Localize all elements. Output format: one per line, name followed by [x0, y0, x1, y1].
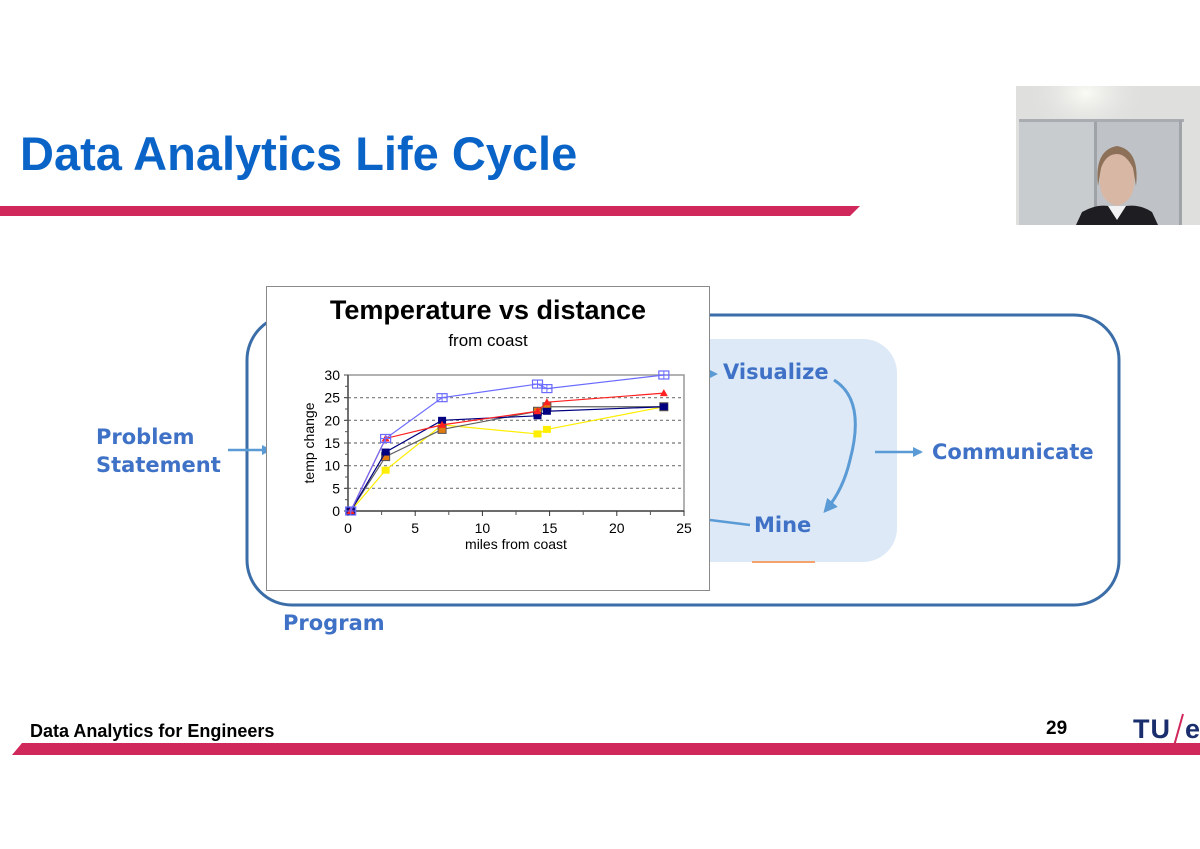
- problem-statement-label: Problem Statement: [96, 425, 221, 478]
- presenter-video-frame: [1016, 86, 1200, 225]
- x-tick-label: 15: [542, 520, 558, 536]
- page-number: 29: [1046, 718, 1068, 739]
- y-tick-label: 20: [324, 412, 340, 428]
- chart-title: Temperature vs distance: [329, 295, 647, 325]
- x-tick-label: 20: [609, 520, 625, 536]
- mine-label: Mine: [754, 513, 812, 537]
- series-blue-open-square: [345, 370, 670, 516]
- chart-subtitle: from coast: [448, 331, 528, 350]
- temperature-chart: Temperature vs distance from coast 0 5 10 1…: [266, 286, 710, 591]
- y-tick-label: 5: [332, 480, 340, 496]
- tue-logo: TU e: [1133, 712, 1200, 746]
- logo-e: e: [1185, 714, 1200, 744]
- visualize-to-mine-arrow: [823, 378, 857, 514]
- slide-title: Data Analytics Life Cycle: [20, 127, 578, 180]
- x-axis-label: miles from coast: [465, 536, 567, 552]
- course-title: Data Analytics for Engineers: [30, 721, 275, 741]
- y-axis-label: temp change: [301, 402, 317, 483]
- communicate-label: Communicate: [932, 440, 1094, 464]
- footer-accent-bar: [12, 743, 1200, 755]
- problem-statement-line-1: Problem: [96, 425, 195, 449]
- logo-slash-icon: [1173, 713, 1184, 746]
- x-tick-label: 0: [344, 520, 352, 536]
- program-label: Program: [283, 611, 385, 635]
- logo-tu: TU: [1133, 714, 1171, 744]
- x-tick-label: 10: [475, 520, 491, 536]
- y-tick-label: 0: [332, 503, 340, 519]
- problem-statement-line-2: Statement: [96, 453, 221, 478]
- title-accent-bar: [0, 206, 860, 216]
- presenter-webcam: [1016, 86, 1200, 225]
- visualize-label: Visualize: [723, 360, 829, 384]
- y-tick-label: 25: [324, 390, 340, 406]
- y-tick-label: 30: [324, 367, 340, 383]
- y-tick-label: 10: [324, 458, 340, 474]
- chart-plot-area: 0 5 10 15 20 25 30 0 5 10 15 20 25 miles from coast te…: [301, 367, 692, 552]
- x-tick-label: 25: [676, 520, 692, 536]
- y-tick-label: 15: [324, 435, 340, 451]
- series-gray-orange: [346, 402, 669, 516]
- x-tick-label: 5: [411, 520, 419, 536]
